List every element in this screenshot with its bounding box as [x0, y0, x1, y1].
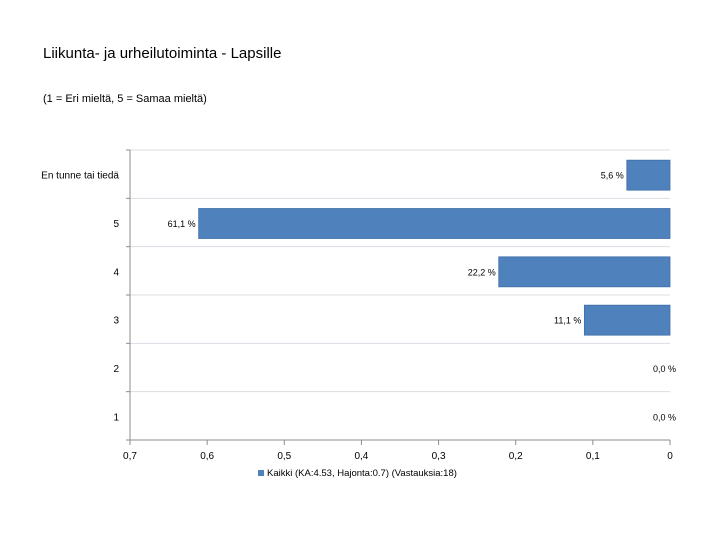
bar	[626, 159, 671, 191]
category-label: 1	[113, 412, 119, 423]
value-label: 61,1 %	[168, 219, 196, 229]
chart-subtitle: (1 = Eri mieltä, 5 = Samaa mieltä)	[43, 93, 207, 105]
value-label: 0,0 %	[653, 364, 676, 374]
value-label: 22,2 %	[468, 267, 496, 277]
x-tick-label: 0,1	[586, 451, 600, 462]
chart-title: Liikunta- ja urheilutoiminta - Lapsille	[43, 45, 282, 62]
category-label: 2	[113, 364, 119, 375]
bar	[198, 208, 671, 239]
category-label: 4	[113, 267, 119, 278]
bar	[583, 304, 671, 336]
bar	[498, 256, 671, 288]
x-tick-label: 0,7	[123, 451, 137, 462]
x-tick-label: 0,6	[200, 451, 214, 462]
x-tick-label: 0,2	[509, 451, 523, 462]
value-label: 5,6 %	[601, 171, 624, 181]
category-label: En tunne tai tiedä	[41, 171, 119, 182]
x-tick-label: 0	[667, 451, 673, 462]
x-tick-label: 0,5	[277, 451, 291, 462]
x-tick-label: 0,3	[432, 451, 446, 462]
value-label: 0,0 %	[653, 412, 676, 422]
category-label: 3	[113, 316, 119, 327]
legend-label: Kaikki (KA:4.53, Hajonta:0.7) (Vastauksi…	[267, 468, 457, 479]
category-label: 5	[113, 219, 119, 230]
value-label: 11,1 %	[554, 316, 581, 326]
legend-swatch	[258, 470, 264, 476]
x-tick-label: 0,4	[354, 451, 368, 462]
